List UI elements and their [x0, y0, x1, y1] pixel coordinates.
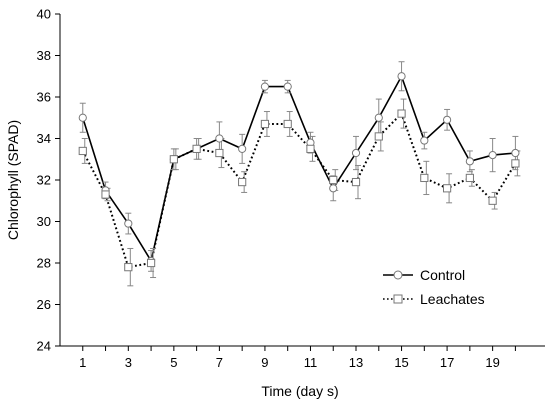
data-point-control [260, 82, 270, 91]
data-point-leachates [146, 258, 156, 268]
data-point-leachates [465, 173, 474, 183]
x-tick-label: 15 [394, 355, 408, 370]
data-point-leachates [488, 196, 497, 205]
data-point-leachates [101, 190, 110, 199]
data-point-leachates [78, 146, 87, 156]
data-point-control [78, 113, 87, 122]
data-point-leachates [420, 173, 429, 183]
y-tick-label: 36 [37, 90, 51, 105]
data-point-control [374, 113, 383, 122]
data-point-control [238, 144, 247, 153]
legend-marker-control [393, 270, 403, 280]
y-tick-label: 30 [37, 214, 51, 229]
data-point-leachates [283, 119, 292, 129]
data-points [78, 72, 520, 272]
y-tick-label: 34 [37, 131, 51, 146]
x-tick-label: 11 [304, 355, 318, 370]
data-point-control [420, 136, 429, 145]
data-point-control [215, 134, 224, 143]
x-tick-label: 9 [261, 355, 268, 370]
y-tick-label: 28 [37, 256, 51, 271]
data-point-control [124, 219, 133, 228]
data-point-control [511, 148, 520, 158]
x-tick-label: 3 [125, 355, 132, 370]
x-tick-label: 5 [170, 355, 177, 370]
data-point-leachates [192, 144, 201, 153]
data-point-leachates [351, 177, 361, 187]
data-point-control [397, 72, 406, 81]
legend-marker-leachates [393, 294, 403, 304]
series-lines [81, 74, 517, 269]
x-tick-label: 7 [216, 355, 223, 370]
y-tick-label: 32 [37, 173, 51, 188]
y-tick-label: 40 [37, 7, 51, 22]
legend-label-leachates: Leachates [420, 291, 485, 307]
data-point-control [442, 115, 452, 124]
y-axis-title: Chlorophyll (SPAD) [5, 120, 21, 240]
data-point-leachates [397, 109, 406, 118]
data-point-leachates [169, 155, 178, 164]
x-tick-label: 19 [485, 355, 499, 370]
y-ticks: 24 26 28 30 32 34 36 38 40 [37, 7, 60, 354]
y-tick-label: 26 [37, 297, 51, 312]
data-point-leachates [124, 263, 133, 272]
legend-label-control: Control [420, 267, 465, 283]
data-point-control [465, 157, 474, 166]
x-tick-label: 17 [440, 355, 454, 370]
data-point-leachates [329, 175, 338, 185]
data-point-leachates [215, 148, 224, 158]
x-tick-label: 13 [349, 355, 363, 370]
legend: Control Leachates [383, 267, 485, 307]
data-point-leachates [374, 132, 383, 141]
y-tick-label: 24 [37, 339, 51, 354]
data-point-control [488, 151, 497, 160]
x-tick-label: 1 [79, 355, 86, 370]
x-axis-title: Time (day s) [261, 383, 338, 399]
data-point-leachates [238, 177, 247, 187]
data-point-leachates [442, 184, 452, 193]
x-ticks: 1 3 5 7 9 11 13 15 17 19 [79, 346, 516, 370]
data-point-leachates [306, 144, 315, 153]
data-point-leachates [260, 119, 270, 129]
data-point-control [351, 148, 361, 158]
y-tick-label: 38 [37, 48, 51, 63]
data-point-leachates [511, 159, 520, 168]
data-point-control [329, 184, 338, 193]
series-line-control [82, 74, 516, 264]
data-point-control [283, 82, 292, 91]
